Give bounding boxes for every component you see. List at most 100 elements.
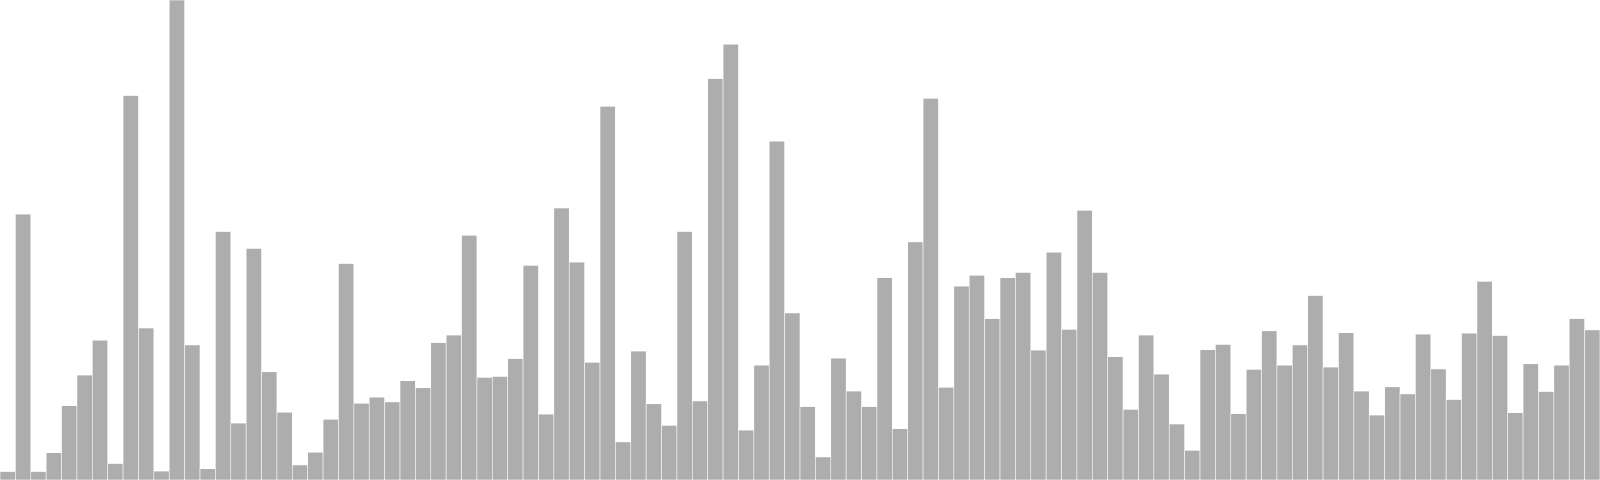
bar: [153, 470, 170, 480]
bar: [999, 277, 1016, 480]
bar: [445, 334, 462, 480]
bar: [107, 463, 124, 480]
bar: [645, 403, 662, 480]
bar: [1384, 386, 1401, 480]
bar: [892, 428, 908, 480]
bar: [138, 327, 155, 480]
bar: [353, 402, 370, 480]
bar: [861, 406, 878, 480]
bar: [1276, 364, 1293, 480]
bar: [261, 371, 278, 480]
bar: [292, 464, 308, 480]
bar: [753, 364, 770, 480]
bar: [168, 0, 185, 480]
bar: [1568, 318, 1585, 480]
bar: [784, 312, 801, 480]
bar: [1168, 423, 1185, 480]
bar: [984, 318, 1001, 480]
bar: [1338, 332, 1355, 480]
bar: [953, 285, 970, 480]
bar: [661, 425, 678, 480]
bar: [92, 339, 108, 480]
bar: [399, 380, 416, 480]
bar: [461, 234, 478, 480]
bar: [692, 400, 708, 480]
bar: [1245, 369, 1262, 480]
bar: [1261, 330, 1278, 480]
bar: [1399, 393, 1416, 480]
bar: [1184, 450, 1201, 480]
bar: [1492, 335, 1508, 480]
bar: [1307, 295, 1324, 480]
bar: [630, 350, 647, 480]
bar: [538, 413, 555, 480]
bar: [938, 386, 955, 480]
bar: [507, 358, 524, 480]
bar: [1476, 281, 1493, 480]
bar: [1215, 344, 1232, 480]
bar: [338, 263, 355, 480]
bar: [492, 376, 508, 480]
bar: [1292, 344, 1308, 480]
bar: [15, 213, 32, 480]
bar: [1045, 251, 1062, 480]
bar: [30, 471, 47, 480]
bar: [522, 265, 539, 480]
bar: [1076, 210, 1093, 480]
bar: [707, 78, 724, 480]
bar: [799, 406, 816, 480]
bar: [430, 342, 447, 480]
bar: [1445, 399, 1462, 480]
bar: [1230, 413, 1247, 480]
bar: [1107, 356, 1124, 480]
bar: [1353, 390, 1370, 480]
bar: [1322, 366, 1339, 480]
bar: [968, 274, 985, 480]
bar: [615, 441, 632, 480]
bar: [45, 452, 62, 480]
bar: [1138, 334, 1155, 480]
bar: [199, 468, 216, 480]
bar: [76, 374, 93, 480]
bar: [1584, 329, 1600, 480]
bar: [1061, 329, 1078, 480]
bar: [368, 396, 385, 480]
bar: [1430, 368, 1447, 480]
bar: [322, 418, 339, 480]
bar: [553, 207, 570, 480]
bar: [215, 231, 232, 480]
bar: [922, 98, 939, 480]
bar: [1199, 349, 1216, 480]
bar: [1092, 272, 1108, 480]
bar: [876, 277, 893, 480]
bar: [584, 362, 601, 480]
bar: [738, 429, 755, 480]
bar: [415, 387, 432, 480]
bar: [1015, 272, 1032, 480]
bar: [722, 43, 739, 480]
bar: [1122, 409, 1139, 480]
bar: [184, 344, 201, 480]
bar: [676, 231, 693, 480]
bar: [1415, 333, 1432, 480]
bar: [768, 140, 785, 480]
bar: [1507, 412, 1524, 480]
bar: [1522, 363, 1539, 480]
bar: [830, 357, 847, 480]
bar: [384, 401, 401, 480]
bar: [599, 106, 616, 480]
bar: [1538, 391, 1555, 480]
bar: [907, 241, 924, 480]
bar: [307, 451, 324, 480]
bar: [1368, 414, 1385, 480]
bar: [815, 456, 832, 480]
bar: [1030, 349, 1047, 480]
bar: [276, 411, 293, 480]
bar: [568, 261, 585, 480]
bar: [845, 390, 862, 480]
bar: [1553, 364, 1570, 480]
bar: [61, 405, 78, 480]
bar: [1461, 332, 1478, 480]
